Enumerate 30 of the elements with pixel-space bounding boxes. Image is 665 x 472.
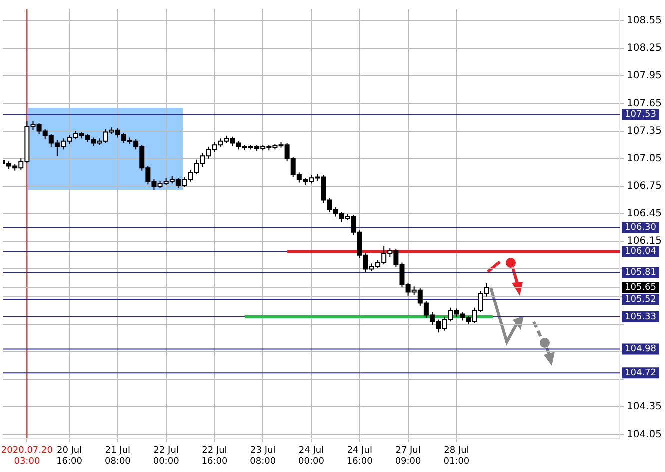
y-tick-label: 106.45 xyxy=(627,208,662,220)
x-tick-label: 23 Jul 08:00 xyxy=(250,446,276,467)
ref-line-label: 105.81 xyxy=(625,268,657,278)
y-tick-label: 104.05 xyxy=(627,429,662,440)
ref-line-label: 105.33 xyxy=(625,312,657,322)
ref-line-label: 106.30 xyxy=(625,223,657,234)
ref-line-label: 106.04 xyxy=(625,247,657,258)
y-tick-label: 108.25 xyxy=(627,43,662,54)
ref-line-label: 104.72 xyxy=(625,368,657,378)
x-tick-label: 2020.07.20 03:00 xyxy=(1,446,54,467)
y-tick-label: 104.35 xyxy=(627,402,662,413)
ref-line-label: 107.53 xyxy=(625,110,657,120)
y-tick-label: 106.75 xyxy=(627,181,662,192)
y-tick-label: 107.65 xyxy=(627,98,662,110)
x-tick-label: 28 Jul 01:00 xyxy=(444,446,470,467)
y-tick-label: 106.15 xyxy=(627,236,662,248)
ref-line-label: 105.65 xyxy=(625,282,657,293)
y-tick-label: 107.35 xyxy=(627,126,662,137)
x-tick-label: 22 Jul 00:00 xyxy=(153,446,180,467)
x-tick-label: 20 Jul 16:00 xyxy=(56,446,83,467)
x-tick-label: 22 Jul 16:00 xyxy=(202,446,228,467)
x-tick-label: 27 Jul 09:00 xyxy=(395,446,422,467)
y-tick-label: 107.95 xyxy=(627,70,662,82)
ref-line-label: 104.98 xyxy=(625,344,657,355)
y-tick-label: 107.05 xyxy=(627,153,662,164)
x-tick-label: 21 Jul 08:00 xyxy=(104,446,132,467)
y-tick-label: 108.55 xyxy=(627,16,662,27)
x-tick-label: 24 Jul 00:00 xyxy=(298,446,325,467)
x-tick-label: 24 Jul 16:00 xyxy=(346,446,374,467)
ref-line-label: 105.52 xyxy=(625,294,657,305)
